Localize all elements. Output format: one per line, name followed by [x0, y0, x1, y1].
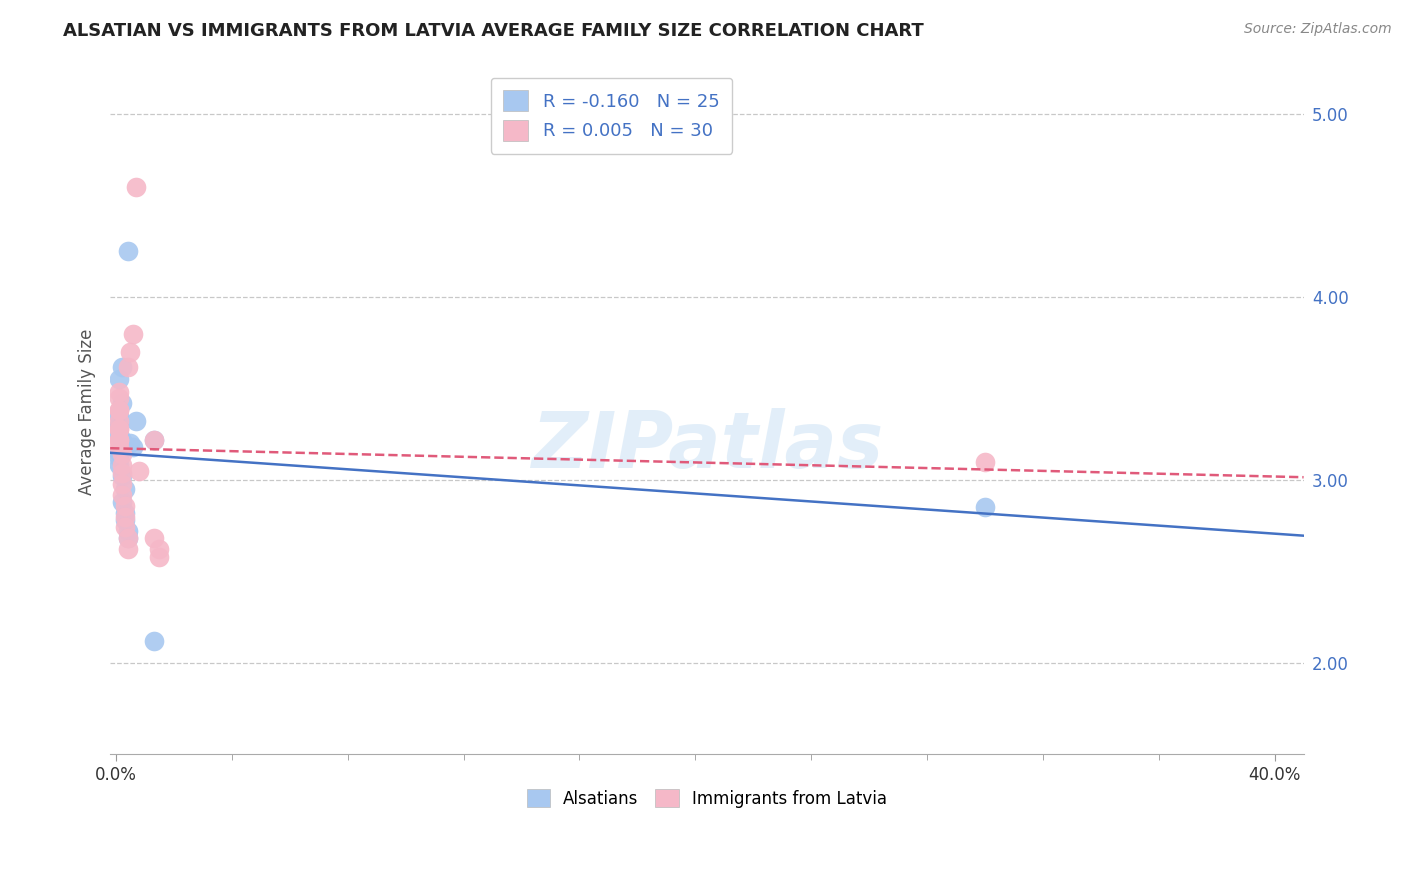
Point [108, 422, 131, 436]
Point [111, 359, 134, 374]
Point [120, 436, 142, 450]
Point [148, 542, 170, 557]
Point [108, 403, 131, 417]
Text: ALSATIAN VS IMMIGRANTS FROM LATVIA AVERAGE FAMILY SIZE CORRELATION CHART: ALSATIAN VS IMMIGRANTS FROM LATVIA AVERA… [63, 22, 924, 40]
Point [117, 359, 139, 374]
Point [111, 396, 134, 410]
Point [108, 418, 131, 433]
Point [117, 244, 139, 259]
Point [108, 414, 131, 428]
Point [117, 532, 139, 546]
Point [108, 445, 131, 459]
Point [125, 414, 148, 428]
Point [117, 524, 139, 538]
Point [974, 500, 997, 515]
Text: ZIPatlas: ZIPatlas [530, 408, 883, 483]
Point [111, 495, 134, 509]
Point [108, 450, 131, 465]
Y-axis label: Average Family Size: Average Family Size [79, 328, 96, 494]
Point [111, 469, 134, 483]
Legend: Alsatians, Immigrants from Latvia: Alsatians, Immigrants from Latvia [520, 782, 894, 814]
Point [142, 433, 165, 447]
Point [142, 433, 165, 447]
Point [111, 433, 134, 447]
Point [108, 433, 131, 447]
Point [108, 391, 131, 405]
Point [117, 542, 139, 557]
Point [142, 633, 165, 648]
Point [108, 422, 131, 436]
Point [111, 447, 134, 461]
Point [114, 482, 136, 496]
Point [108, 403, 131, 417]
Point [108, 433, 131, 447]
Point [108, 409, 131, 423]
Point [108, 440, 131, 454]
Point [148, 549, 170, 564]
Point [122, 326, 145, 341]
Point [122, 440, 145, 454]
Point [117, 532, 139, 546]
Point [114, 509, 136, 524]
Point [108, 385, 131, 400]
Point [120, 345, 142, 359]
Point [108, 427, 131, 442]
Point [114, 440, 136, 454]
Point [125, 180, 148, 194]
Point [142, 532, 165, 546]
Point [111, 466, 134, 480]
Point [108, 372, 131, 386]
Point [111, 458, 134, 473]
Point [114, 513, 136, 527]
Point [114, 499, 136, 513]
Point [974, 455, 997, 469]
Point [128, 464, 150, 478]
Text: Source: ZipAtlas.com: Source: ZipAtlas.com [1244, 22, 1392, 37]
Point [111, 476, 134, 491]
Point [114, 520, 136, 534]
Point [114, 506, 136, 520]
Point [111, 487, 134, 501]
Point [108, 458, 131, 473]
